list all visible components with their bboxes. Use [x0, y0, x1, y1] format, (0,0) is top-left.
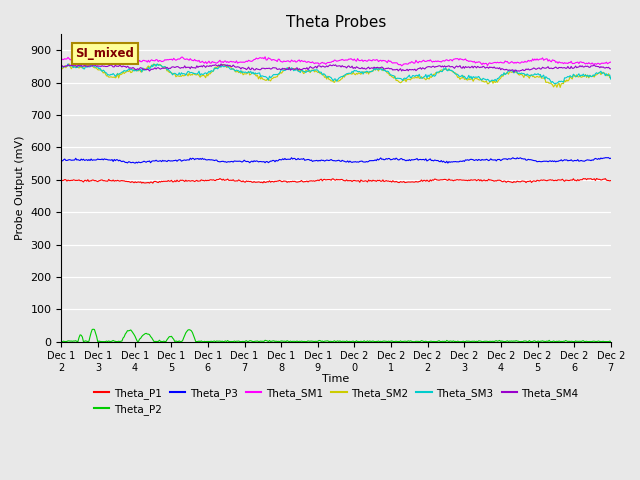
- Theta_P3: [386, 156, 394, 161]
- Theta_SM4: [217, 61, 225, 67]
- Theta_SM1: [323, 60, 331, 66]
- X-axis label: Time: Time: [323, 374, 349, 384]
- Theta_P3: [131, 160, 139, 166]
- Theta_SM3: [356, 69, 364, 74]
- Theta_SM4: [607, 66, 614, 72]
- Theta_P1: [386, 179, 394, 184]
- Line: Theta_SM4: Theta_SM4: [61, 64, 611, 72]
- Theta_SM1: [398, 63, 406, 69]
- Text: SI_mixed: SI_mixed: [75, 47, 134, 60]
- Theta_P1: [509, 180, 516, 185]
- Theta_SM3: [596, 70, 604, 75]
- Theta_SM4: [596, 65, 604, 71]
- Line: Theta_SM3: Theta_SM3: [61, 64, 611, 84]
- Theta_P2: [510, 338, 518, 344]
- Theta_SM1: [510, 60, 518, 66]
- Theta_SM2: [58, 66, 65, 72]
- Theta_P2: [58, 338, 65, 344]
- Theta_P1: [323, 177, 331, 182]
- Theta_SM1: [356, 58, 364, 63]
- Theta_SM3: [323, 74, 331, 80]
- Theta_P2: [321, 338, 328, 344]
- Theta_P2: [596, 339, 604, 345]
- Theta_P2: [200, 339, 207, 345]
- Theta_SM1: [261, 54, 269, 60]
- Theta_P3: [319, 157, 327, 163]
- Theta_SM4: [58, 64, 65, 70]
- Theta_SM3: [58, 65, 65, 71]
- Theta_SM4: [356, 66, 364, 72]
- Theta_SM1: [58, 57, 65, 63]
- Theta_P3: [509, 155, 516, 161]
- Theta_SM2: [386, 72, 394, 78]
- Theta_P3: [595, 156, 602, 161]
- Theta_SM3: [319, 71, 327, 77]
- Line: Theta_P2: Theta_P2: [61, 329, 611, 342]
- Theta_P1: [356, 180, 364, 185]
- Theta_SM4: [323, 63, 331, 69]
- Theta_SM2: [319, 72, 327, 77]
- Theta_SM1: [607, 59, 614, 65]
- Theta_SM4: [510, 69, 518, 75]
- Theta_SM1: [319, 60, 327, 66]
- Theta_P1: [58, 177, 65, 183]
- Theta_SM2: [596, 70, 604, 75]
- Y-axis label: Probe Output (mV): Probe Output (mV): [15, 135, 25, 240]
- Theta_SM1: [386, 59, 394, 64]
- Theta_SM4: [319, 63, 327, 69]
- Legend: Theta_P1, Theta_P2, Theta_P3, Theta_SM1, Theta_SM2, Theta_SM3, Theta_SM4: Theta_P1, Theta_P2, Theta_P3, Theta_SM1,…: [90, 384, 582, 419]
- Theta_P2: [607, 338, 614, 344]
- Theta_SM3: [386, 71, 394, 76]
- Theta_P1: [319, 177, 327, 182]
- Theta_SM4: [509, 67, 516, 72]
- Theta_P1: [149, 180, 157, 186]
- Theta_SM2: [509, 69, 516, 75]
- Theta_P2: [324, 338, 332, 344]
- Theta_SM2: [65, 61, 73, 67]
- Theta_P3: [605, 155, 612, 160]
- Theta_SM2: [323, 76, 331, 82]
- Line: Theta_SM2: Theta_SM2: [61, 64, 611, 87]
- Theta_SM2: [356, 71, 364, 76]
- Theta_SM3: [551, 81, 559, 87]
- Theta_SM3: [607, 76, 614, 82]
- Theta_SM1: [596, 61, 604, 67]
- Line: Theta_SM1: Theta_SM1: [61, 57, 611, 66]
- Theta_P1: [593, 176, 600, 181]
- Theta_P2: [90, 326, 97, 332]
- Theta_P3: [356, 158, 364, 164]
- Line: Theta_P3: Theta_P3: [61, 157, 611, 163]
- Theta_P3: [607, 156, 614, 161]
- Theta_P1: [596, 177, 604, 182]
- Line: Theta_P1: Theta_P1: [61, 179, 611, 183]
- Theta_SM3: [154, 61, 161, 67]
- Theta_P2: [387, 338, 394, 344]
- Theta_SM2: [556, 84, 564, 90]
- Theta_SM4: [386, 66, 394, 72]
- Theta_P2: [357, 338, 365, 344]
- Theta_SM2: [607, 75, 614, 81]
- Theta_P1: [607, 178, 614, 183]
- Theta_P3: [58, 157, 65, 163]
- Title: Theta Probes: Theta Probes: [286, 15, 387, 30]
- Theta_SM3: [509, 69, 516, 74]
- Theta_P3: [323, 157, 331, 163]
